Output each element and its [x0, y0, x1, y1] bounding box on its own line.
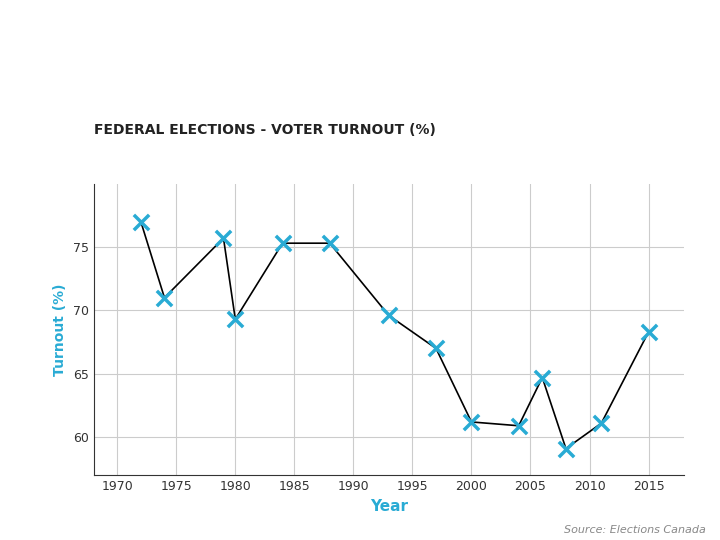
Point — [217, 234, 229, 242]
Point — [536, 373, 548, 382]
Point — [158, 293, 170, 302]
Point — [595, 419, 607, 428]
Point — [230, 315, 241, 323]
Text: Trends in voter turnout: Trends in voter turnout — [160, 36, 560, 64]
X-axis label: Year: Year — [370, 498, 408, 514]
Text: FEDERAL ELECTIONS - VOTER TURNOUT (%): FEDERAL ELECTIONS - VOTER TURNOUT (%) — [94, 123, 436, 137]
Point — [466, 417, 477, 426]
Point — [560, 444, 572, 453]
Point — [513, 421, 524, 430]
Point — [324, 239, 336, 247]
Text: Source: Elections Canada: Source: Elections Canada — [564, 524, 706, 535]
Point — [383, 311, 395, 320]
Point — [276, 239, 288, 247]
Point — [431, 344, 442, 353]
Point — [643, 328, 654, 336]
Y-axis label: Turnout (%): Turnout (%) — [53, 283, 67, 376]
Point — [135, 217, 147, 226]
